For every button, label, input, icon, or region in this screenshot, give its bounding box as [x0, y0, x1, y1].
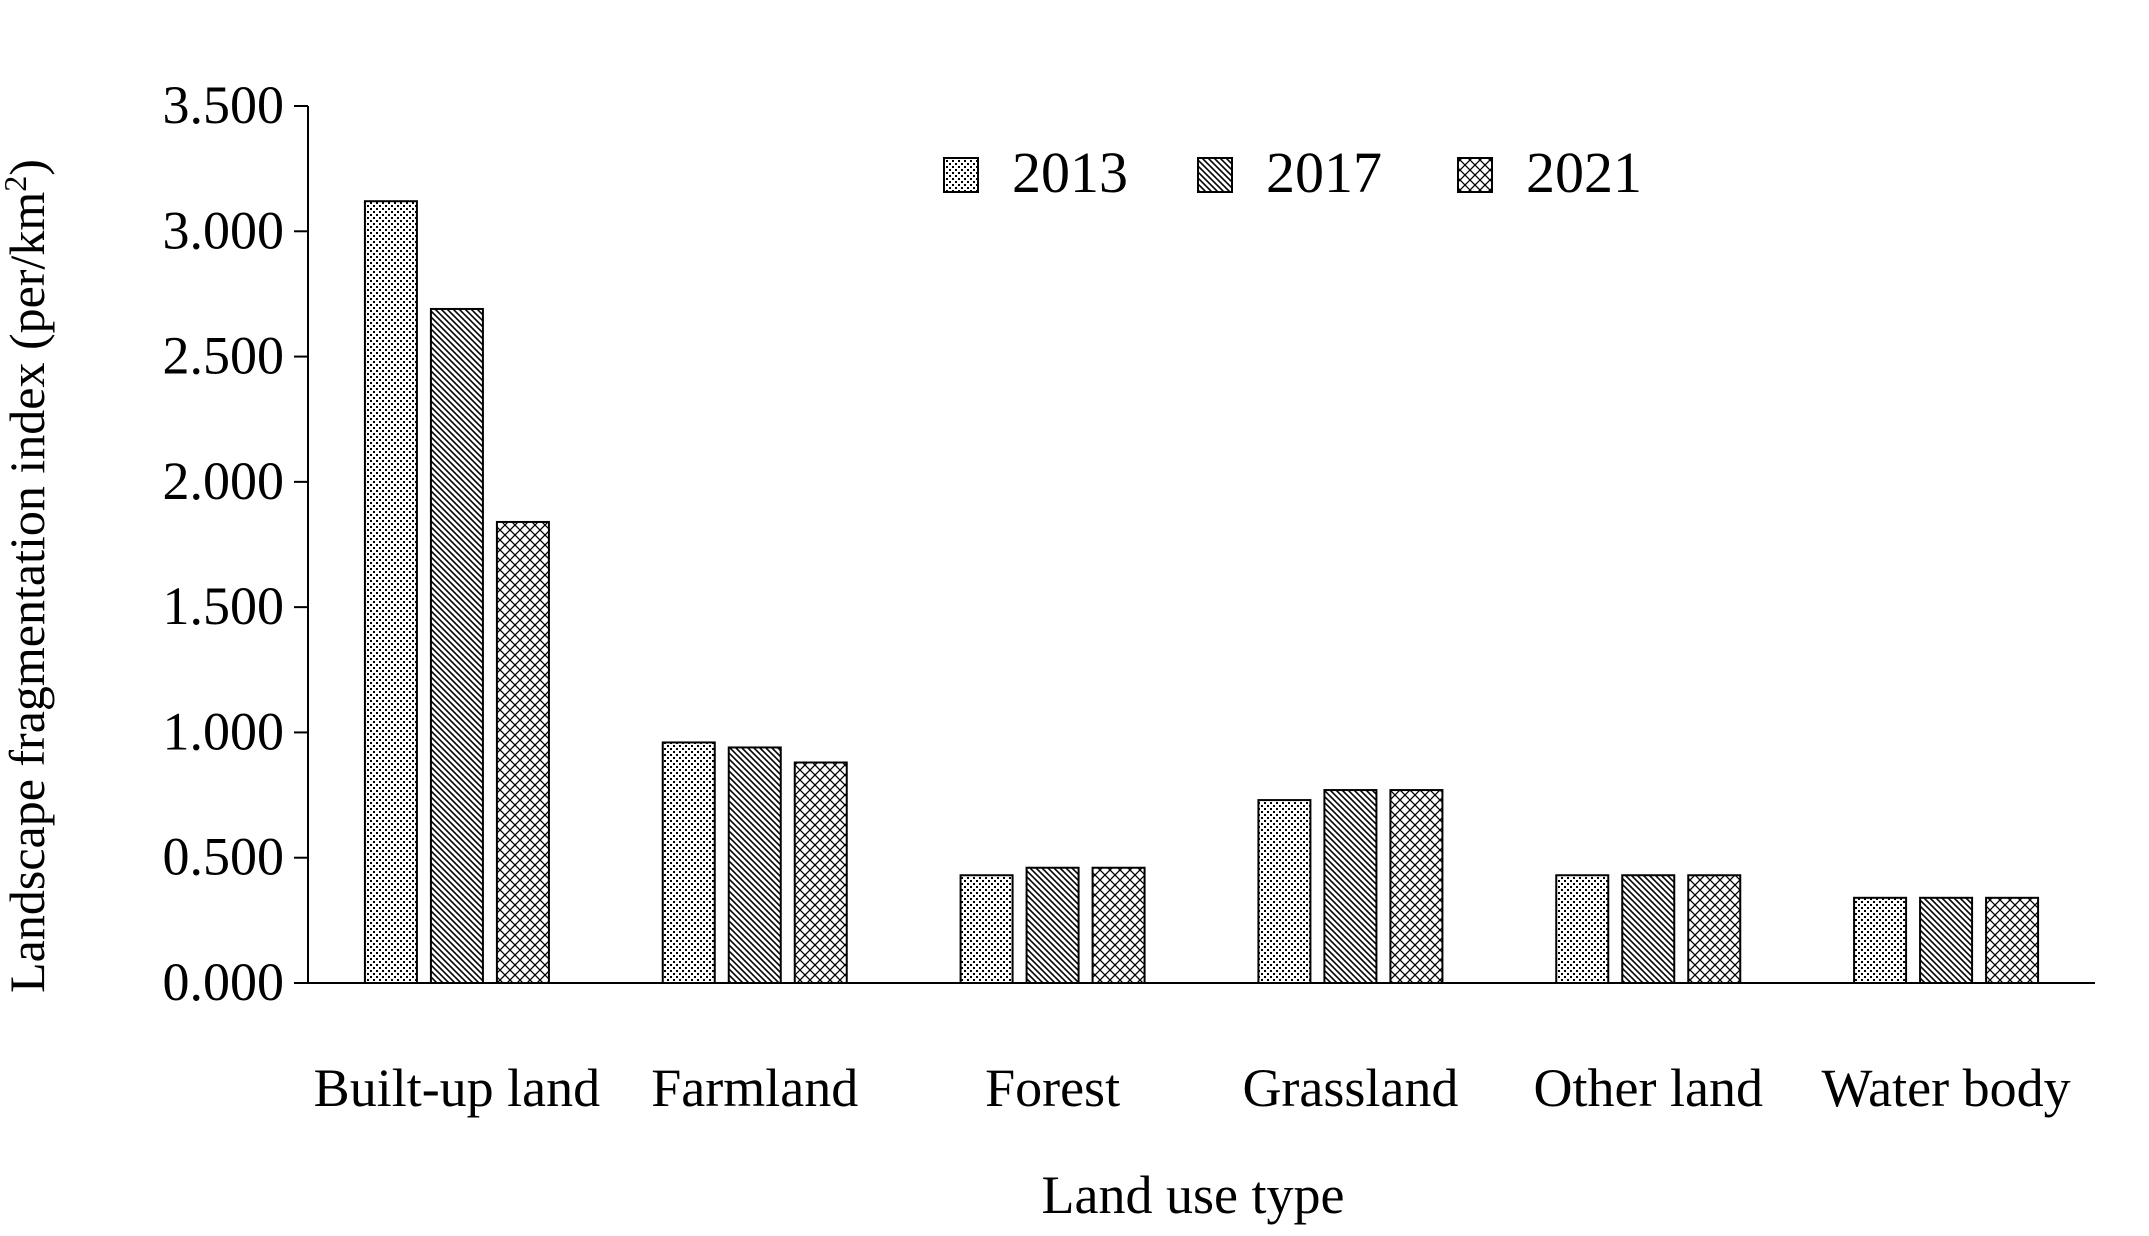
y-tick-label: 3.500: [163, 75, 285, 135]
x-tick-label: Grassland: [1242, 1058, 1458, 1118]
bar-farmland-2013: [661, 741, 716, 984]
bars: [363, 200, 2040, 985]
y-tick-label: 0.000: [163, 952, 285, 1012]
bar-forest-2021: [1091, 866, 1146, 984]
x-tick-label: Farmland: [651, 1058, 858, 1118]
bar-farmland-2017: [727, 746, 782, 984]
legend-swatch-2021: [1457, 157, 1493, 193]
y-tick-label: 0.500: [163, 827, 285, 887]
x-tick-label: Other land: [1534, 1058, 1763, 1118]
bar-other-land-2021: [1687, 874, 1742, 984]
bar-water-body-2021: [1985, 896, 2040, 985]
bar-other-land-2013: [1555, 874, 1610, 984]
legend-label-2021: 2021: [1526, 140, 1642, 205]
y-tick-label: 1.000: [163, 701, 285, 761]
y-tick-label: 2.500: [163, 326, 285, 386]
x-axis-tick-labels: Built-up land Farmland Forest Grassland Othe…: [314, 1058, 2071, 1118]
legend-label-2013: 2013: [1012, 140, 1128, 205]
y-axis-ticks: 0.000 0.500 1.000 1.500 2.000 2.500 3.000 3.500: [163, 75, 308, 1012]
y-tick-label: 2.000: [163, 451, 285, 511]
legend-swatch-2013: [943, 157, 979, 193]
bar-farmland-2021: [793, 761, 848, 984]
legend-swatch-2017: [1197, 157, 1233, 193]
bar-forest-2013: [959, 874, 1014, 984]
x-tick-label: Built-up land: [314, 1058, 600, 1118]
bar-water-body-2013: [1853, 896, 1908, 985]
x-tick-label: Water body: [1822, 1058, 2071, 1118]
y-tick-label: 3.000: [163, 200, 285, 260]
bar-water-body-2017: [1919, 896, 1974, 985]
bar-forest-2017: [1025, 866, 1080, 984]
bar-grassland-2017: [1323, 789, 1378, 984]
bar-other-land-2017: [1621, 874, 1676, 984]
legend: 2013 2017 2021: [943, 140, 1642, 205]
bar-grassland-2021: [1389, 789, 1444, 984]
y-tick-label: 1.500: [163, 576, 285, 636]
bar-built-up-land-2021: [495, 520, 550, 984]
bar-grassland-2013: [1257, 799, 1312, 985]
x-tick-label: Forest: [985, 1058, 1120, 1118]
x-axis-title: Land use type: [1042, 1165, 1345, 1225]
legend-label-2017: 2017: [1266, 140, 1382, 205]
bar-built-up-land-2017: [429, 307, 484, 985]
bar-built-up-land-2013: [363, 200, 418, 984]
y-axis-title: Landscape fragmentation index (per/km2): [0, 159, 55, 993]
